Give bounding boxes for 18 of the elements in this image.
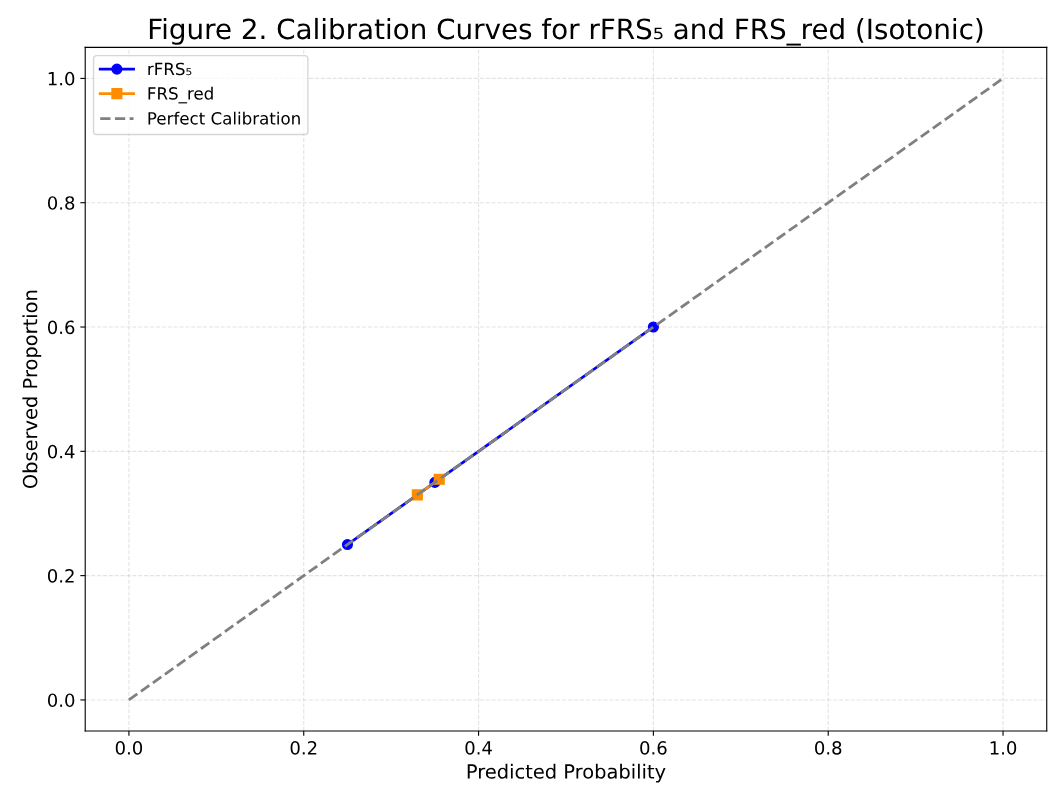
x-tick-label: 0.0 xyxy=(115,741,143,755)
chart-title: Figure 2. Calibration Curves for rFRS₅ and FRS_red (Isotonic) xyxy=(149,17,983,46)
y-tick-label: 1.0 xyxy=(48,71,75,86)
y-tick-label: 0.6 xyxy=(47,320,75,335)
y-axis-title: Observed Proportion xyxy=(22,290,42,489)
y-tick-label: 0.8 xyxy=(47,196,75,210)
x-tick-label: 1.0 xyxy=(990,741,1017,755)
legend-label: rFRS₅ xyxy=(148,62,192,76)
x-tick-label: 0.4 xyxy=(465,741,492,755)
x-axis-title: Predicted Probability xyxy=(467,763,666,783)
y-tick-label: 0.4 xyxy=(47,444,75,459)
y-tick-label: 0.0 xyxy=(47,693,75,708)
x-tick-label: 0.6 xyxy=(640,741,667,755)
y-tick-label: 0.2 xyxy=(47,569,74,583)
legend-label: FRS_red xyxy=(148,86,213,104)
x-tick-label: 0.2 xyxy=(290,741,317,755)
legend-label: Perfect Calibration xyxy=(148,111,300,125)
x-tick-label: 0.8 xyxy=(815,741,842,755)
